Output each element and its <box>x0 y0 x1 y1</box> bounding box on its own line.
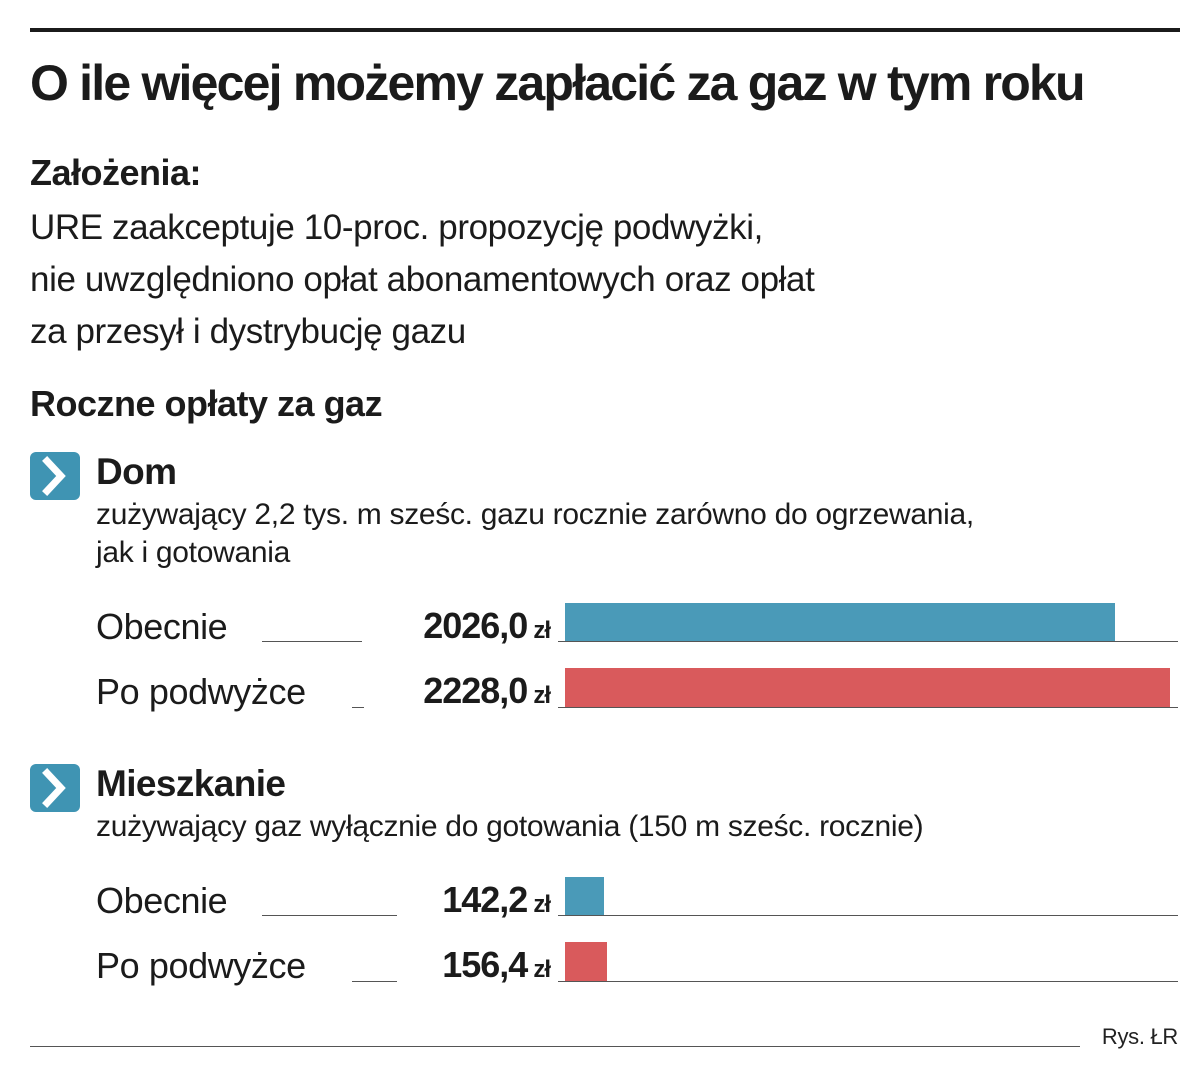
group-name-mieszkanie: Mieszkanie <box>96 763 286 804</box>
assumptions-line: URE zaakceptuje 10-proc. propozycję podw… <box>30 208 763 247</box>
chevron-right-icon <box>30 452 80 500</box>
chart-title: O ile więcej możemy zapłacić za gaz w ty… <box>30 55 1086 111</box>
assumptions-label: Założenia: <box>30 152 202 193</box>
top-rule <box>30 28 1180 32</box>
credit: Rys. ŁR <box>1101 1024 1178 1049</box>
bar-mieszkanie-after <box>565 942 607 981</box>
value-label-dom-current: 2026,0 zł <box>423 605 551 646</box>
row-label-mieszkanie-current: Obecnie <box>96 880 228 921</box>
group-description-line: zużywający gaz wyłącznie do gotowania (1… <box>96 810 924 843</box>
row-label-mieszkanie-after: Po podwyżce <box>96 945 306 986</box>
leader-line <box>352 981 397 982</box>
bar-dom-after <box>565 668 1170 707</box>
group-name-dom: Dom <box>96 451 177 492</box>
value-label-dom-after: 2228,0 zł <box>423 670 551 711</box>
assumptions-line: nie uwzględniono opłat abonamentowych or… <box>30 260 815 299</box>
leader-line <box>352 707 364 708</box>
baseline <box>558 707 1178 708</box>
baseline <box>558 641 1178 642</box>
bar-dom-current <box>565 603 1115 641</box>
section-title: Roczne opłaty za gaz <box>30 383 383 424</box>
baseline <box>558 981 1178 982</box>
value-label-mieszkanie-after: 156,4 zł <box>442 944 551 985</box>
baseline <box>558 915 1178 916</box>
value-label-mieszkanie-current: 142,2 zł <box>442 879 551 920</box>
assumptions-line: za przesył i dystrybucję gazu <box>30 312 466 351</box>
chevron-right-icon <box>30 764 80 812</box>
leader-line <box>262 641 362 642</box>
leader-line <box>262 915 397 916</box>
group-description-line: jak i gotowania <box>96 536 290 569</box>
assumptions-text: URE zaakceptuje 10-proc. propozycję podw… <box>30 202 1130 358</box>
bottom-rule <box>30 1046 1080 1047</box>
row-label-dom-current: Obecnie <box>96 606 228 647</box>
group-description-dom: zużywający 2,2 tys. m sześc. gazu roczni… <box>96 496 1176 572</box>
group-description-mieszkanie: zużywający gaz wyłącznie do gotowania (1… <box>96 808 1176 846</box>
row-label-dom-after: Po podwyżce <box>96 671 306 712</box>
group-description-line: zużywający 2,2 tys. m sześc. gazu roczni… <box>96 498 974 531</box>
bar-mieszkanie-current <box>565 877 604 915</box>
